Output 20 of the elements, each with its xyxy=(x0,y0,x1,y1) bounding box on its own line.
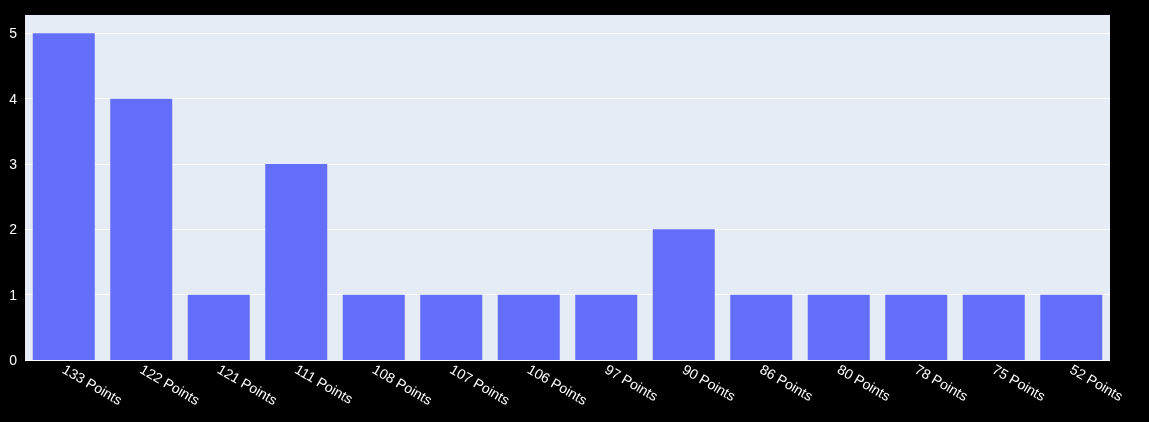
y-tick-label: 1 xyxy=(9,286,18,303)
bar xyxy=(342,294,405,360)
y-tick-label: 4 xyxy=(9,90,18,107)
bar xyxy=(962,294,1025,360)
bar xyxy=(110,98,173,360)
bar xyxy=(885,294,948,360)
bar xyxy=(807,294,870,360)
bar xyxy=(652,229,715,360)
bar xyxy=(265,163,328,360)
y-tick-label: 2 xyxy=(9,221,18,238)
bar xyxy=(575,294,638,360)
y-tick-label: 3 xyxy=(9,155,18,172)
bar xyxy=(32,33,95,360)
y-tick-label: 5 xyxy=(9,25,18,42)
bar xyxy=(1040,294,1103,360)
bar xyxy=(420,294,483,360)
bar xyxy=(187,294,250,360)
bar xyxy=(497,294,560,360)
bar xyxy=(730,294,793,360)
y-tick-label: 0 xyxy=(9,352,18,368)
